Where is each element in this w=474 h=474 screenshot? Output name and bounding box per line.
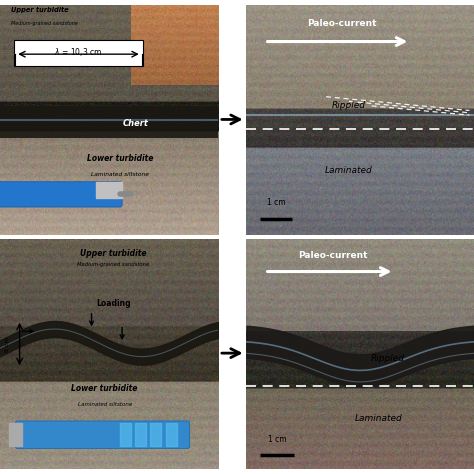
Text: Loading: Loading [96, 300, 131, 309]
Text: Laminated siltstone: Laminated siltstone [78, 402, 132, 407]
Text: Paleo-current: Paleo-current [298, 251, 368, 260]
Text: Laminated siltstone: Laminated siltstone [91, 173, 149, 177]
Text: Medium-grained sandstone: Medium-grained sandstone [77, 263, 149, 267]
Text: Paleo-current: Paleo-current [307, 18, 377, 27]
Text: Upper turbidite: Upper turbidite [80, 248, 146, 257]
Bar [0, 106, 218, 138]
Text: Chert: Chert [122, 118, 148, 128]
Text: Rippled: Rippled [332, 101, 366, 110]
Text: Medium-grained sandstone: Medium-grained sandstone [11, 21, 78, 26]
Text: $\lambda$ = 10,3 cm: $\lambda$ = 10,3 cm [54, 46, 103, 58]
Text: Upper turbidite: Upper turbidite [11, 7, 69, 13]
Text: 1 cm: 1 cm [267, 198, 285, 207]
Text: 1 cm: 1 cm [268, 435, 286, 444]
Text: Lower turbidite: Lower turbidite [72, 384, 138, 393]
Text: 8 cm: 8 cm [5, 336, 10, 352]
FancyBboxPatch shape [15, 421, 190, 448]
Text: Laminated: Laminated [355, 414, 402, 423]
FancyBboxPatch shape [0, 182, 122, 207]
Text: Rippled: Rippled [371, 355, 404, 364]
Text: Laminated: Laminated [325, 166, 373, 175]
FancyBboxPatch shape [14, 40, 143, 66]
Text: Lower turbidite: Lower turbidite [87, 154, 153, 163]
